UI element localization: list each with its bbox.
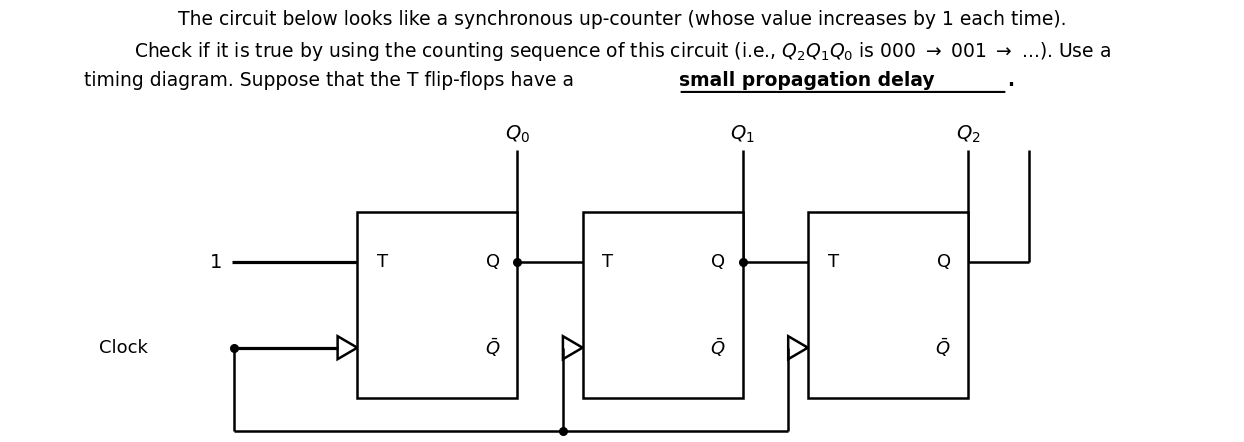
Text: T: T [602,253,613,271]
Text: Q: Q [712,253,725,271]
Text: $\bar{Q}$: $\bar{Q}$ [485,336,500,359]
Text: T: T [827,253,838,271]
Text: .: . [1008,71,1014,90]
Text: $Q_0$: $Q_0$ [505,124,530,145]
Text: $Q_1$: $Q_1$ [730,124,755,145]
Text: The circuit below looks like a synchronous up-counter (whose value increases by : The circuit below looks like a synchrono… [178,10,1066,29]
Bar [357,212,518,398]
Text: Check if it is true by using the counting sequence of this circuit (i.e., $Q_2Q_: Check if it is true by using the countin… [133,40,1111,63]
Text: $Q_2$: $Q_2$ [955,124,980,145]
Text: $\bar{Q}$: $\bar{Q}$ [935,336,950,359]
Text: Q: Q [486,253,500,271]
Text: 1: 1 [209,253,221,272]
Text: Q: Q [937,253,950,271]
Text: $\bar{Q}$: $\bar{Q}$ [710,336,725,359]
Text: T: T [377,253,388,271]
Text: small propagation delay: small propagation delay [679,71,934,90]
Bar [807,212,968,398]
Text: timing diagram. Suppose that the T flip-flops have a: timing diagram. Suppose that the T flip-… [85,71,580,90]
Text: Clock: Clock [100,339,148,357]
Bar [582,212,743,398]
